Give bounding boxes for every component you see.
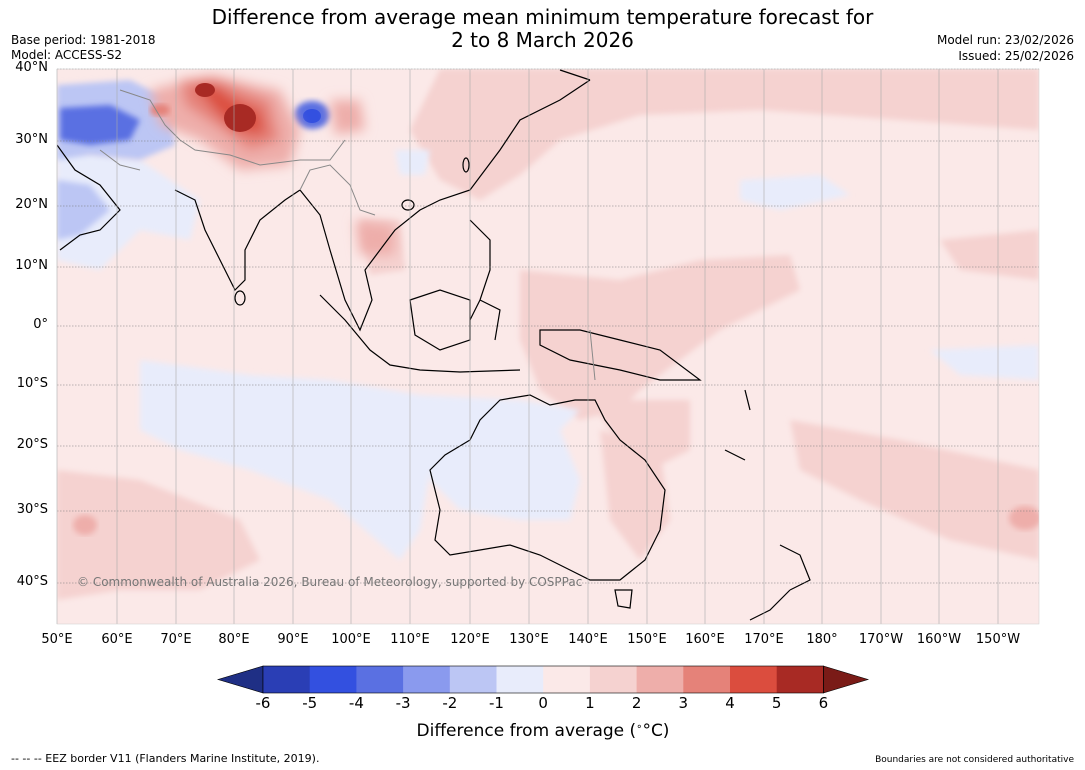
colorbar-bin — [309, 666, 357, 693]
latitude-label: 10°S — [16, 376, 48, 391]
colorbar-bin — [496, 666, 544, 693]
colorbar-bin — [263, 666, 311, 693]
latitude-label: 10°N — [15, 258, 48, 273]
issued-date: Issued: 25/02/2026 — [958, 49, 1074, 63]
eez-legend: -- -- -- EEZ border V11 (Flanders Marine… — [11, 752, 320, 765]
colorbar-tick-label: -6 — [255, 694, 271, 712]
longitude-label: 130°E — [509, 632, 549, 647]
model-run: Model run: 23/02/2026 — [936, 33, 1074, 47]
longitude-label: 160°E — [685, 632, 725, 647]
colorbar-tick-label: 5 — [771, 694, 782, 712]
colorbar-bin — [730, 666, 778, 693]
coastlines — [57, 69, 811, 621]
latitude-label: 20°S — [16, 437, 48, 452]
base-period: Base period: 1981-2018 — [11, 33, 156, 47]
map-title-line2: 2 to 8 March 2026 — [451, 28, 634, 52]
longitude-label: 150°W — [975, 632, 1021, 647]
colorbar-bin — [543, 666, 591, 693]
colorbar — [216, 665, 870, 694]
map-frame — [56, 68, 1040, 625]
longitude-label: 160°W — [916, 632, 962, 647]
longitude-label: 120°E — [450, 632, 490, 647]
longitude-label: 90°E — [277, 632, 309, 647]
colorbar-bin — [356, 666, 404, 693]
longitude-label: 140°E — [568, 632, 608, 647]
colorbar-tick-label: -4 — [348, 694, 364, 712]
longitude-label: 60°E — [101, 632, 133, 647]
colorbar-tick-label: 1 — [585, 694, 595, 712]
colorbar-frame — [262, 665, 824, 694]
colorbar-bin — [589, 666, 638, 693]
colorbar-bin — [683, 666, 731, 693]
longitude-label: 150°E — [627, 632, 667, 647]
latitude-label: 30°S — [16, 502, 48, 517]
longitude-label: 170°W — [858, 632, 904, 647]
graticule — [56, 68, 1039, 624]
longitude-label: 100°E — [331, 632, 371, 647]
colorbar-tick-label: 6 — [818, 694, 829, 712]
colorbar-bin — [776, 666, 824, 693]
copyright-notice: © Commonwealth of Australia 2026, Bureau… — [77, 575, 583, 589]
latitude-label: 30°N — [15, 132, 48, 147]
boundaries-disclaimer: Boundaries are not considered authoritat… — [875, 755, 1074, 765]
latitude-label: 40°S — [16, 574, 48, 589]
longitude-label: 170°E — [744, 632, 784, 647]
longitude-label: 180° — [806, 632, 838, 647]
colorbar-title: Difference from average (∘°C) — [416, 721, 670, 741]
latitude-label: 0° — [33, 317, 48, 332]
map-title-line1: Difference from average mean minimum tem… — [211, 5, 874, 29]
colorbar-arrow-low — [216, 665, 264, 694]
latitude-label: 40°N — [15, 60, 48, 75]
colorbar-tick-label: 3 — [678, 694, 689, 712]
colorbar-bin — [636, 666, 684, 693]
longitude-label: 110°E — [390, 632, 430, 647]
colorbar-tick-label: 4 — [725, 694, 735, 712]
colorbar-bin — [449, 666, 497, 693]
colorbar-title-unit: °C) — [642, 721, 670, 741]
country-borders — [99, 89, 596, 381]
colorbar-tick-label: -3 — [395, 694, 411, 712]
colorbar-tick-label: 0 — [538, 694, 548, 712]
longitude-label: 80°E — [218, 632, 250, 647]
colorbar-tick-label: 2 — [631, 694, 642, 712]
colorbar-tick-label: -5 — [302, 694, 318, 712]
latitude-label: 20°N — [15, 197, 48, 212]
longitude-label: 70°E — [160, 632, 192, 647]
colorbar-bin — [403, 666, 451, 693]
colorbar-arrow-high — [823, 665, 870, 694]
colorbar-title-text: Difference from average ( — [416, 721, 637, 741]
model-name: Model: ACCESS-S2 — [11, 48, 123, 62]
anomaly-field — [57, 69, 1039, 624]
colorbar-tick-label: -2 — [442, 694, 458, 712]
longitude-label: 50°E — [41, 632, 73, 647]
colorbar-tick-label: -1 — [489, 694, 504, 712]
